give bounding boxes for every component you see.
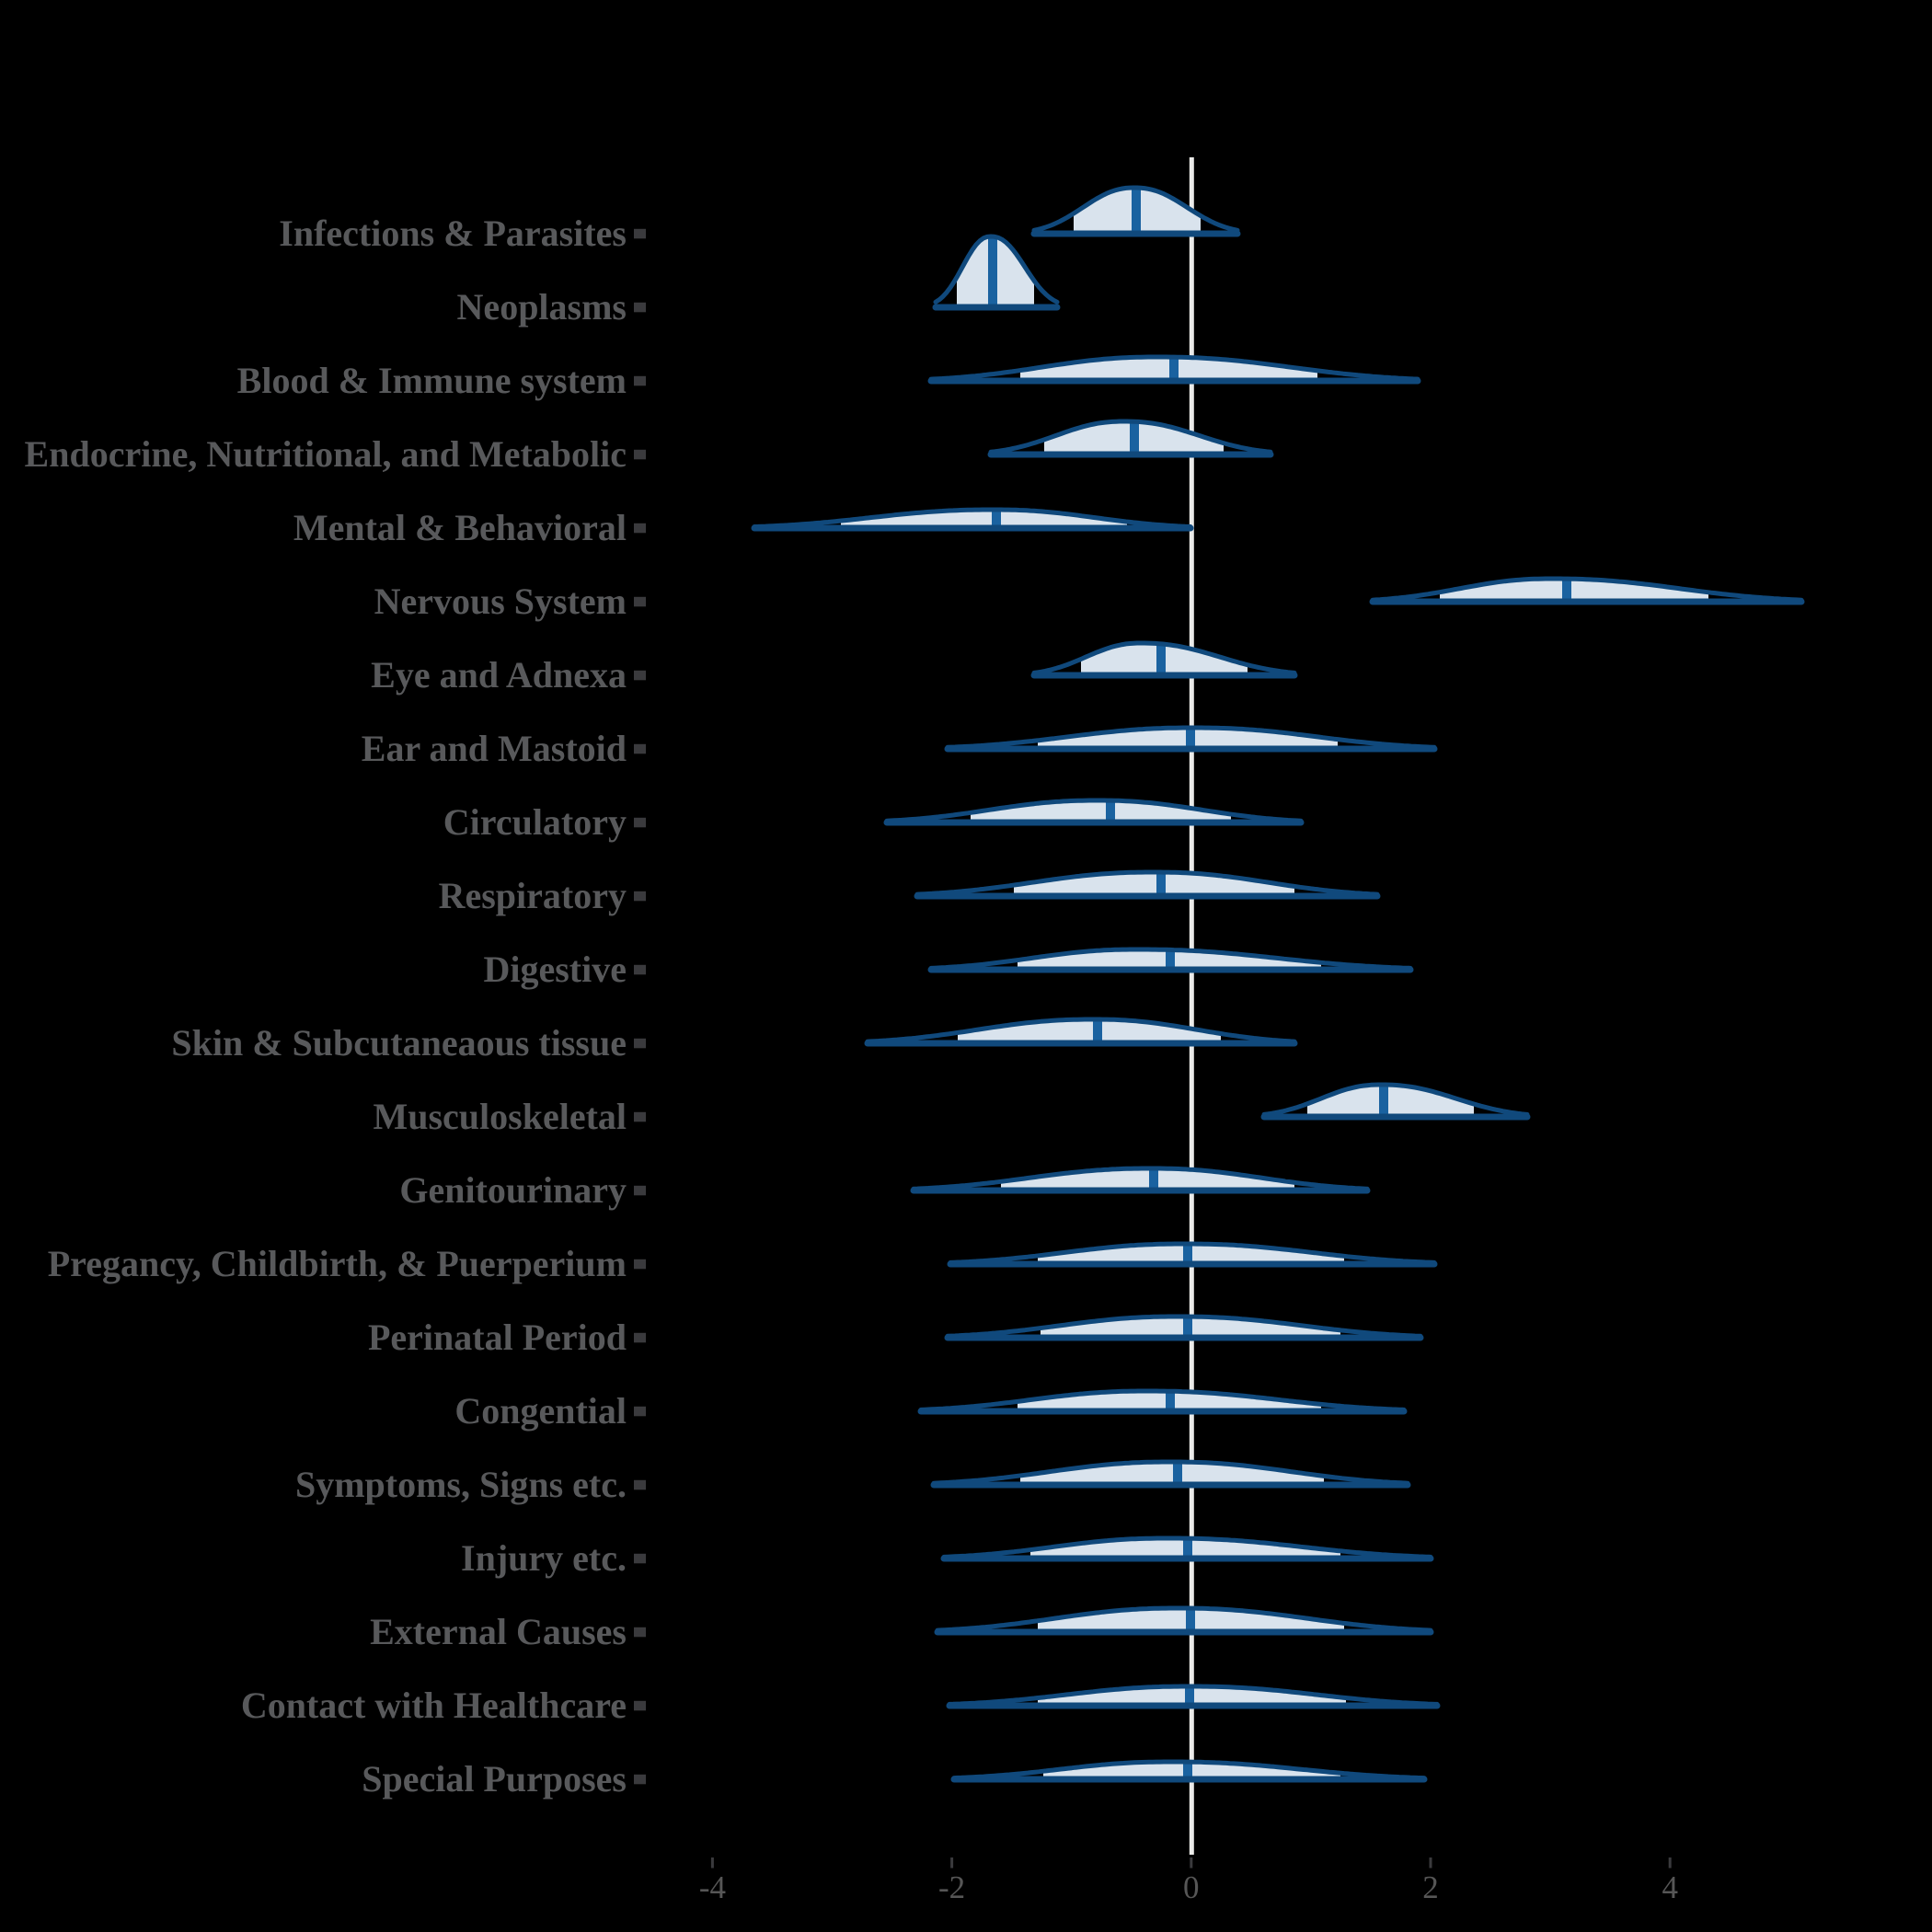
svg-text:Endocrine, Nutritional, and Me: Endocrine, Nutritional, and Metabolic xyxy=(25,433,627,475)
svg-text:Neoplasms: Neoplasms xyxy=(457,286,627,328)
svg-text:External Causes: External Causes xyxy=(370,1611,627,1652)
svg-text:Infections & Parasites: Infections & Parasites xyxy=(279,213,627,254)
svg-text:Circulatory: Circulatory xyxy=(443,801,627,843)
svg-text:Symptoms, Signs etc.: Symptoms, Signs etc. xyxy=(295,1464,627,1505)
svg-text:2: 2 xyxy=(1422,1869,1439,1905)
svg-text:Injury etc.: Injury etc. xyxy=(461,1537,627,1579)
svg-text:Musculoskeletal: Musculoskeletal xyxy=(373,1096,627,1137)
svg-text:Blood & Immune system: Blood & Immune system xyxy=(237,360,627,401)
svg-text:Special Purposes: Special Purposes xyxy=(362,1758,627,1800)
svg-text:Pregancy, Childbirth, & Puerpe: Pregancy, Childbirth, & Puerperium xyxy=(48,1243,627,1284)
svg-text:Ear and Mastoid: Ear and Mastoid xyxy=(362,728,627,769)
svg-text:Contact with Healthcare: Contact with Healthcare xyxy=(241,1685,627,1726)
svg-text:Nervous System: Nervous System xyxy=(374,581,627,622)
svg-text:Perinatal Period: Perinatal Period xyxy=(368,1317,627,1358)
svg-text:4: 4 xyxy=(1662,1869,1678,1905)
svg-text:Genitourinary: Genitourinary xyxy=(399,1169,627,1211)
svg-text:Respiratory: Respiratory xyxy=(439,875,627,916)
svg-text:Congential: Congential xyxy=(454,1390,627,1432)
svg-text:Eye and Adnexa: Eye and Adnexa xyxy=(371,654,627,696)
svg-text:0: 0 xyxy=(1183,1869,1200,1905)
svg-text:-2: -2 xyxy=(938,1869,965,1905)
svg-text:Digestive: Digestive xyxy=(483,949,627,990)
svg-text:Mental & Behavioral: Mental & Behavioral xyxy=(293,507,627,548)
svg-text:-4: -4 xyxy=(699,1869,726,1905)
svg-text:Skin & Subcutaneaous tissue: Skin & Subcutaneaous tissue xyxy=(171,1022,627,1064)
